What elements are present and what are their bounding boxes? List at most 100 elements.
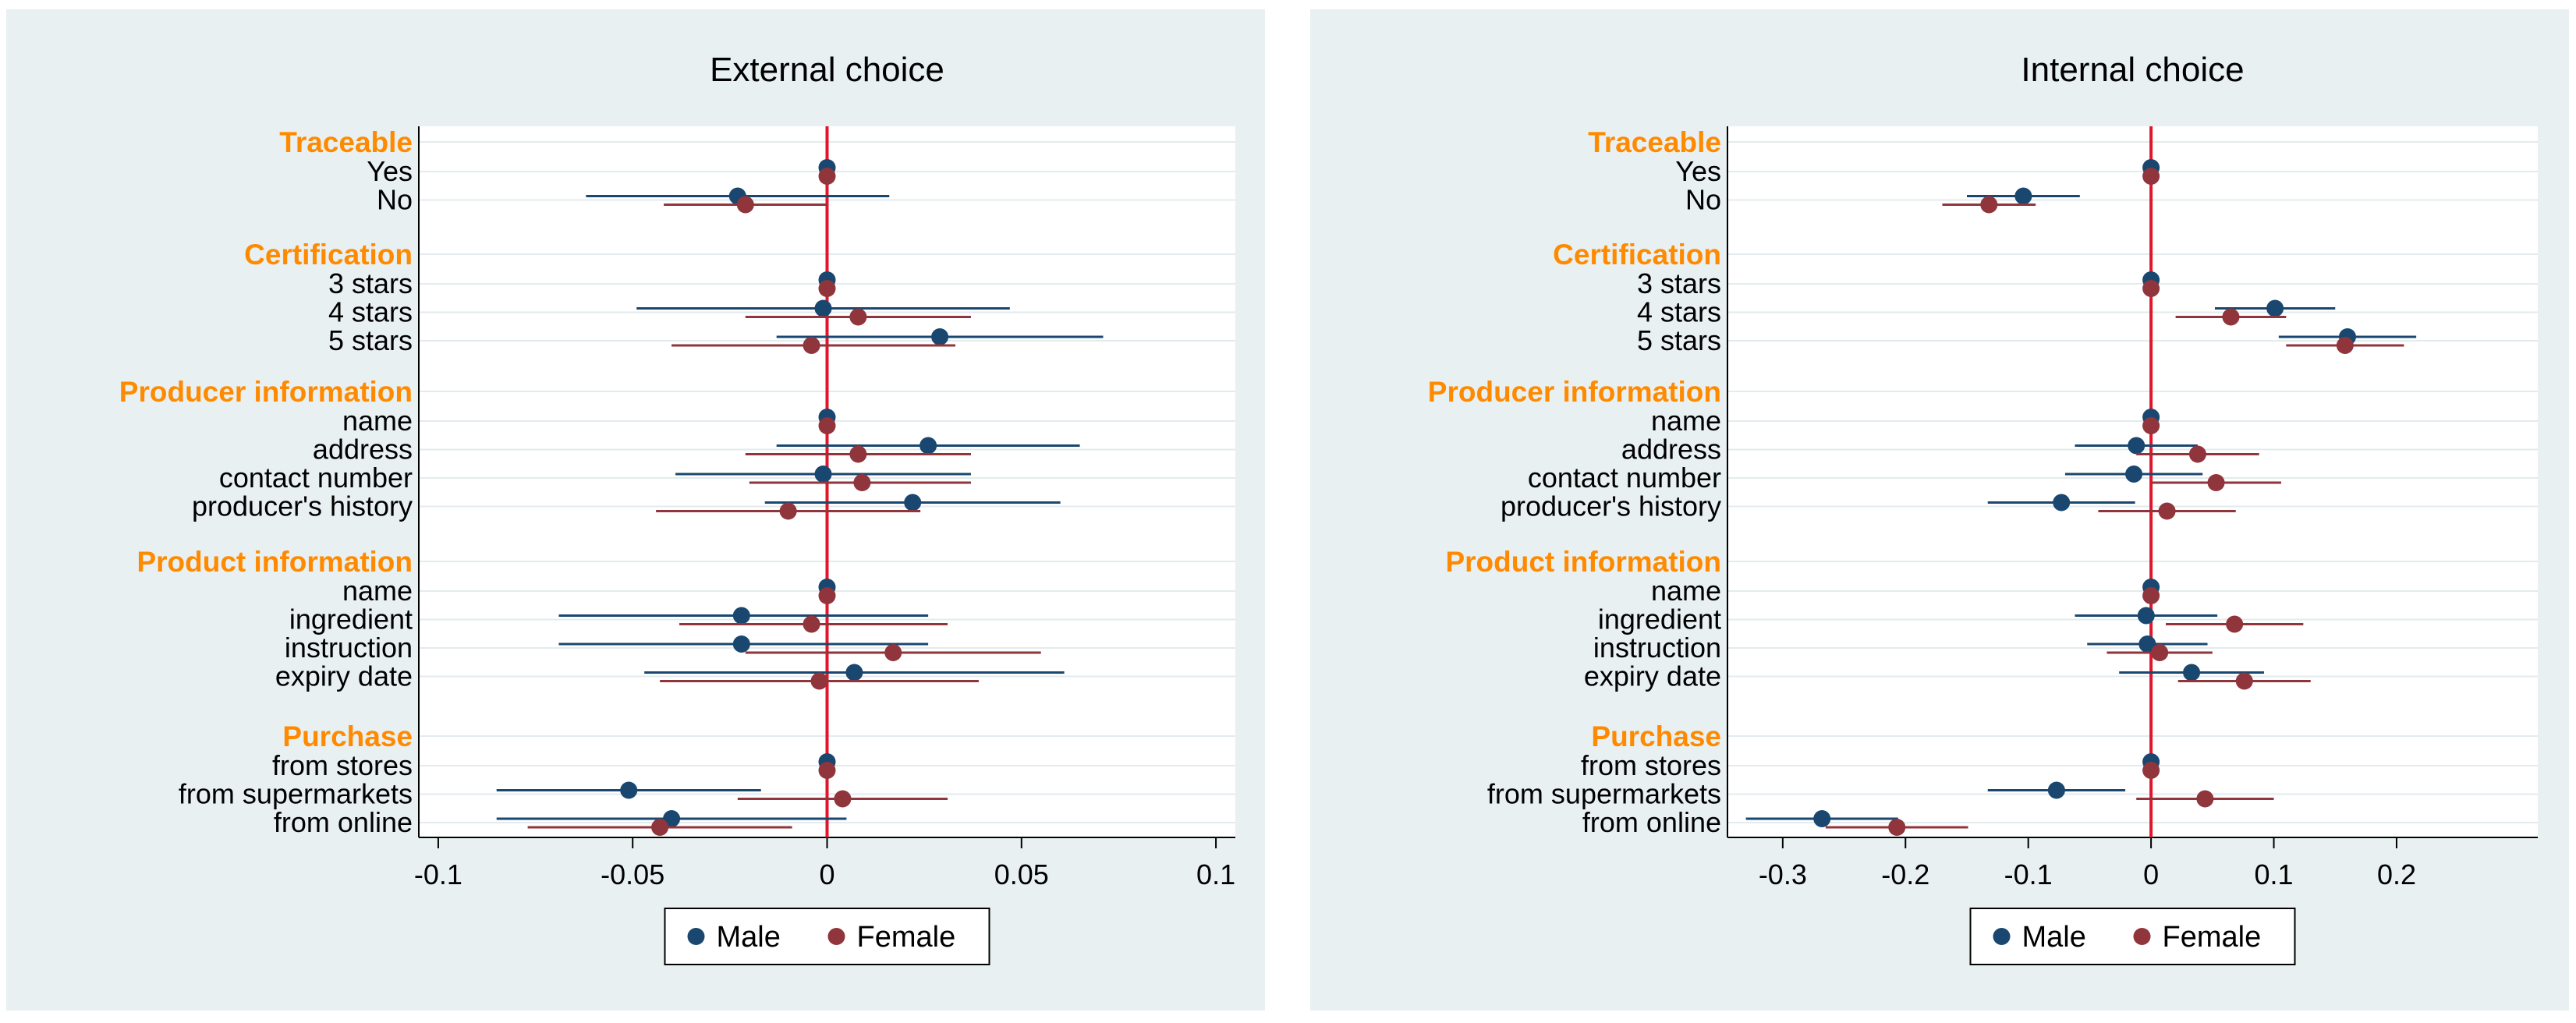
group-label-producer-information: Producer information <box>119 376 413 408</box>
chart-title: Internal choice <box>2021 51 2244 89</box>
row-label-instruction: instruction <box>285 632 413 664</box>
row-label-expiry-date: expiry date <box>275 660 413 692</box>
row-label-name: name <box>1651 405 1721 437</box>
legend-label-female: Female <box>857 921 956 954</box>
point-male-purchase-from-supermarkets <box>2047 781 2065 799</box>
point-female-producer-information-contact-number <box>853 474 871 491</box>
point-female-certification-3-stars <box>818 280 836 297</box>
row-label-yes: Yes <box>1675 155 1721 187</box>
row-label-from-online: from online <box>1582 806 1721 838</box>
legend-box <box>664 908 990 965</box>
group-label-certification: Certification <box>244 239 413 271</box>
point-female-producer-information-name <box>2142 417 2160 434</box>
chart-title: External choice <box>710 51 944 89</box>
row-label-5-stars: 5 stars <box>1637 324 1721 356</box>
row-label-name: name <box>342 405 413 437</box>
point-female-purchase-from-stores <box>2142 762 2160 779</box>
point-male-purchase-from-online <box>1813 810 1831 827</box>
point-female-purchase-from-supermarkets <box>2196 790 2214 808</box>
row-label-from-online: from online <box>274 806 413 838</box>
legend-label-female: Female <box>2163 921 2262 954</box>
point-female-traceable-no <box>736 196 754 214</box>
point-female-product-information-name <box>2142 587 2160 604</box>
row-label-5-stars: 5 stars <box>328 324 413 356</box>
x-tick-label: 0.2 <box>2377 858 2416 890</box>
point-male-producer-information-address <box>2128 437 2145 455</box>
legend-marker-male <box>687 928 705 945</box>
legend-marker-female <box>2133 928 2151 945</box>
row-label-3-stars: 3 stars <box>328 267 413 299</box>
row-label-address: address <box>1621 434 1721 465</box>
x-tick-label: -0.3 <box>1759 858 1807 890</box>
point-male-certification-4-stars <box>814 299 832 317</box>
point-male-product-information-instruction <box>732 635 750 653</box>
row-label-no: No <box>377 184 413 216</box>
point-male-producer-information-contact-number <box>814 465 832 483</box>
group-label-product-information: Product information <box>136 546 413 578</box>
row-label-name: name <box>1651 575 1721 607</box>
group-label-purchase: Purchase <box>1591 720 1721 752</box>
point-female-certification-4-stars <box>849 308 867 326</box>
row-label-4-stars: 4 stars <box>1637 296 1721 328</box>
point-female-product-information-ingredient <box>2226 615 2244 633</box>
point-female-product-information-instruction <box>2151 644 2169 661</box>
point-female-producer-information-address <box>849 445 867 463</box>
legend: Male Female <box>1969 908 2296 965</box>
point-female-certification-4-stars <box>2222 308 2240 326</box>
point-male-producer-information-address <box>919 437 937 455</box>
legend-label-male: Male <box>717 921 781 954</box>
point-female-producer-information-producer-s-history <box>2158 502 2176 520</box>
point-male-product-information-instruction <box>2138 635 2156 653</box>
row-label-producer-s-history: producer's history <box>1501 490 1721 522</box>
x-tick-label: 0.1 <box>2255 858 2294 890</box>
x-tick-label: -0.1 <box>414 858 462 890</box>
point-female-producer-information-producer-s-history <box>779 502 797 520</box>
point-female-certification-3-stars <box>2142 280 2160 297</box>
group-label-traceable: Traceable <box>1588 126 1721 158</box>
point-male-product-information-expiry-date <box>2183 664 2201 681</box>
point-female-product-information-instruction <box>884 644 902 661</box>
row-label-contact-number: contact number <box>1528 462 1721 494</box>
row-label-4-stars: 4 stars <box>328 296 413 328</box>
row-label-yes: Yes <box>367 155 413 187</box>
row-label-from-supermarkets: from supermarkets <box>1487 778 1721 810</box>
point-female-certification-5-stars <box>803 337 820 354</box>
row-label-no: No <box>1685 184 1721 216</box>
legend-marker-female <box>827 928 845 945</box>
row-label-contact-number: contact number <box>219 462 413 494</box>
x-tick-label: 0.05 <box>994 858 1049 890</box>
row-label-from-supermarkets: from supermarkets <box>179 778 413 810</box>
point-male-producer-information-producer-s-history <box>904 494 922 512</box>
group-label-certification: Certification <box>1553 239 1721 271</box>
group-label-product-information: Product information <box>1445 546 1721 578</box>
point-female-traceable-yes <box>818 168 836 185</box>
legend-label-male: Male <box>2022 921 2086 954</box>
point-female-purchase-from-stores <box>818 762 836 779</box>
point-female-purchase-from-online <box>1888 819 1906 836</box>
x-tick-label: -0.05 <box>601 858 664 890</box>
point-female-producer-information-contact-number <box>2207 474 2225 491</box>
point-female-traceable-yes <box>2142 168 2160 185</box>
point-female-producer-information-name <box>818 417 836 434</box>
point-female-product-information-expiry-date <box>2235 672 2253 690</box>
legend: Male Female <box>664 908 990 965</box>
point-male-product-information-expiry-date <box>845 664 863 681</box>
row-label-from-stores: from stores <box>272 749 413 781</box>
point-male-producer-information-contact-number <box>2125 465 2143 483</box>
group-label-producer-information: Producer information <box>1428 376 1721 408</box>
row-label-expiry-date: expiry date <box>1584 660 1721 692</box>
point-female-purchase-from-online <box>651 819 669 836</box>
point-male-certification-5-stars <box>931 328 949 345</box>
point-female-purchase-from-supermarkets <box>834 790 852 808</box>
point-female-product-information-ingredient <box>803 615 820 633</box>
group-label-purchase: Purchase <box>282 720 413 752</box>
legend-marker-male <box>1993 928 2011 945</box>
x-tick-label: -0.2 <box>1881 858 1929 890</box>
point-female-product-information-expiry-date <box>810 672 828 690</box>
x-tick-label: 0 <box>819 858 834 890</box>
row-label-ingredient: ingredient <box>1598 604 1721 635</box>
point-male-product-information-ingredient <box>2137 607 2155 625</box>
